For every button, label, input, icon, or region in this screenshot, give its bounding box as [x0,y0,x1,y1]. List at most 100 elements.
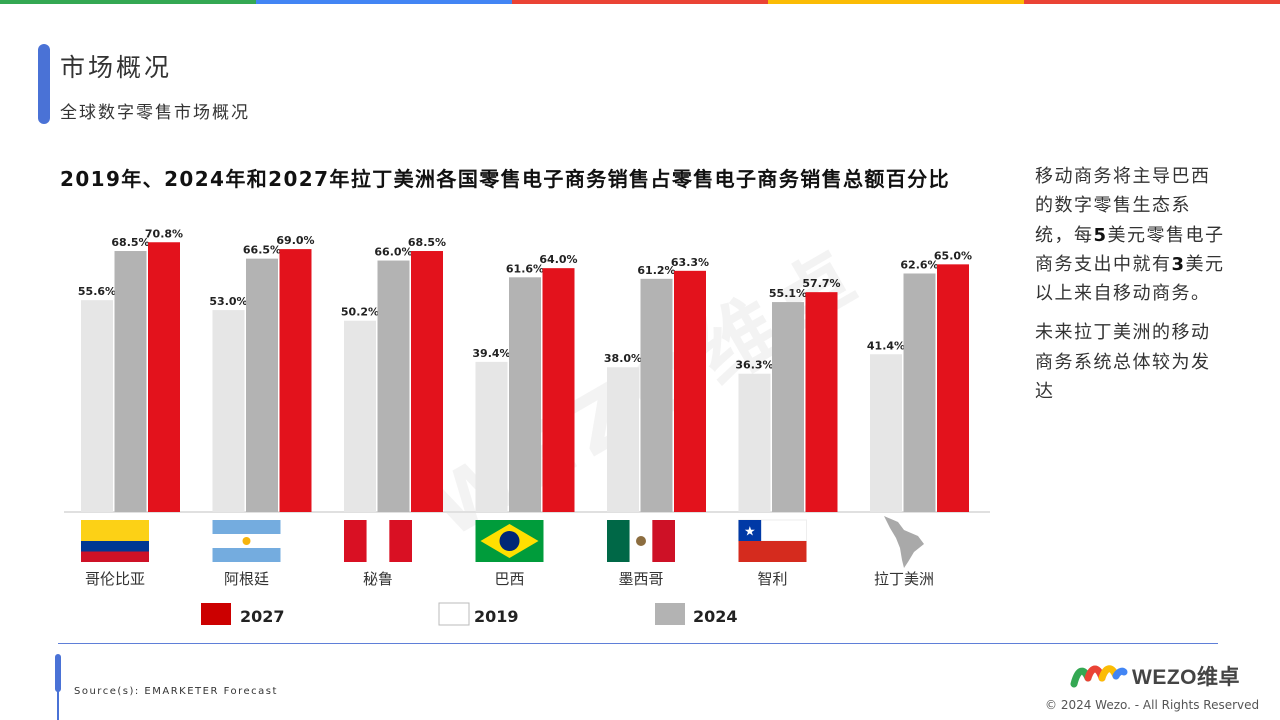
page-subtitle: 全球数字零售市场概况 [60,103,250,123]
bar-2019-5 [607,367,639,512]
flag-stripe [652,520,675,562]
legend-swatch-2024 [655,603,685,625]
side-text-part: 美元零售电子商务支出中就有 [1035,224,1225,275]
top-color-bar [0,0,1280,4]
bar-2027-3 [411,251,443,512]
flag-sun [242,537,251,545]
chart-title-year-2019: 2019 [60,167,122,191]
latin-america-map [884,516,924,568]
source-accent-line [57,690,59,720]
source-accent-bar [55,654,61,692]
flag-stripe [81,541,149,552]
flag-star: ★ [744,525,756,540]
bar-2024-6 [772,302,804,512]
legend-label-2024: 2024 [693,607,738,626]
bar-2019-6 [738,373,771,512]
title-accent-bar [38,44,50,124]
bar-2024-5 [640,278,673,512]
value-label: 38.0% [604,352,642,365]
wezo-logo-icon [1070,665,1128,688]
flag-emblem [636,536,646,546]
category-label: 拉丁美洲 [874,570,934,588]
flag-stripe [366,520,390,562]
value-label: 57.7% [802,277,840,290]
value-label: 66.0% [374,246,412,259]
wezo-logo: WEZO维卓 [1070,660,1240,692]
top-bar-segment [512,0,768,4]
category-label: 墨西哥 [618,570,663,588]
flag-globe [499,531,520,551]
value-label: 64.0% [539,253,577,266]
argentina-flag [212,520,281,534]
value-label: 50.2% [341,306,379,319]
bar-2027-1 [148,242,180,512]
flag-stripe [738,541,807,562]
value-label: 55.6% [78,285,116,298]
category-label: 阿根廷 [224,570,269,588]
category-label: 哥伦比亚 [85,570,145,588]
side-text-part: 移动商务将主导巴西的数字零售生态系统，每 [1035,166,1211,246]
side-number: 3 [1171,253,1186,275]
colombia-flag [81,520,149,541]
legend-swatch-2019 [438,602,470,626]
bar-2027-5 [674,270,706,512]
category-label: 智利 [757,570,787,588]
chart-title-text: 年和 [225,167,269,191]
value-label: 41.4% [867,339,905,352]
bar-2027-6 [805,292,838,512]
value-label: 68.5% [111,236,149,249]
side-commentary: 移动商务将主导巴西的数字零售生态系统，每5美元零售电子商务支出中就有3美元以上来… [1035,162,1225,416]
side-text-part: 美元以上来自移动商务。 [1035,253,1225,305]
source-note: Source(s): EMARKETER Forecast [74,686,278,697]
flag-stripe [81,551,149,562]
bar-2024-7 [903,273,936,512]
value-label: 69.0% [276,234,314,247]
chart-title-year-2024: 2024 [164,167,226,191]
bar-2019-4 [475,361,508,512]
value-label: 68.5% [408,236,446,249]
value-label: 62.6% [900,258,938,271]
value-label: 61.6% [506,262,544,275]
peru-flag [344,520,367,562]
value-label: 36.3% [735,359,773,372]
value-label: 65.0% [934,249,972,262]
bar-2019-2 [212,310,245,512]
value-label: 66.5% [243,244,281,257]
bar-2019-3 [344,320,376,512]
category-label: 秘鲁 [363,570,393,588]
top-bar-segment [0,0,256,4]
value-label: 39.4% [472,347,510,360]
bar-2024-1 [114,251,147,512]
category-label: 巴西 [494,570,524,588]
chart-title-text: 年拉丁美洲各国零售电子商务销售占零售电子商务销售总额百分比 [329,167,951,191]
side-number: 5 [1093,224,1108,246]
side-paragraph-2: 未来拉丁美洲的移动商务系统总体较为发达 [1035,322,1211,403]
bar-2027-7 [937,264,969,512]
bar-2019-7 [870,354,902,512]
top-bar-segment [256,0,512,4]
value-label: 70.8% [145,227,183,240]
bar-2027-2 [279,249,312,513]
value-label: 53.0% [209,295,247,308]
mexico-flag [607,520,630,562]
chart-title-text: 年、 [121,167,165,191]
value-label: 55.1% [769,287,807,300]
side-paragraph-1: 移动商务将主导巴西的数字零售生态系统，每5美元零售电子商务支出中就有3美元以上来… [1035,162,1225,308]
bar-2019-1 [81,300,113,512]
flag-stripe [389,520,412,562]
chart-title-year-2027: 2027 [268,167,330,191]
value-label: 63.3% [671,256,709,269]
bar-2027-4 [542,268,575,512]
value-label: 61.2% [637,264,675,277]
page-title: 市场概况 [60,53,173,82]
bar-2024-3 [377,260,410,512]
flag-stripe [212,548,281,562]
footer-divider [58,643,1218,644]
bar-2024-2 [246,258,278,512]
copyright: © 2024 Wezo. - All Rights Reserved [1045,698,1260,712]
legend-swatch-2027 [201,603,231,625]
legend-label-2019: 2019 [474,607,519,626]
top-bar-segment [1024,0,1280,4]
top-bar-segment [768,0,1024,4]
